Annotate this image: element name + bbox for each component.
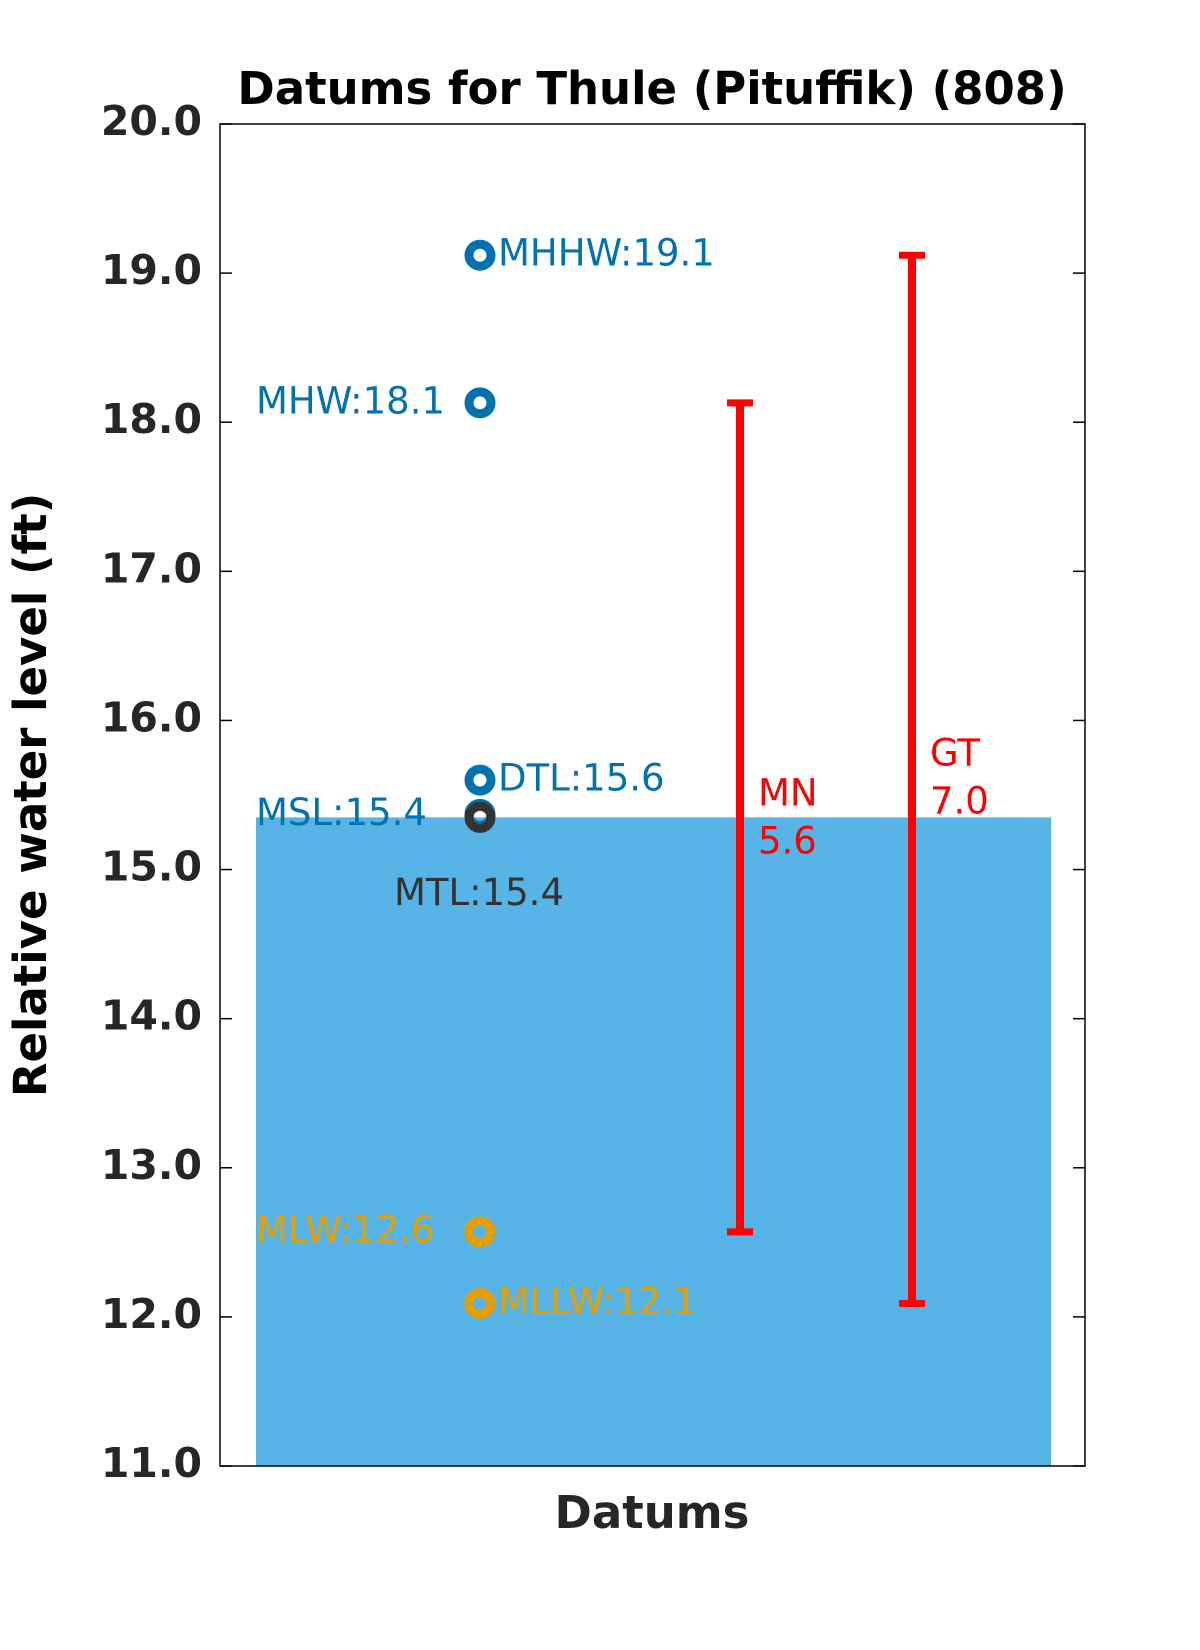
y-tick-label: 18.0 bbox=[101, 395, 202, 443]
datum-point bbox=[464, 1287, 496, 1319]
datum-label: MHW:18.1 bbox=[256, 379, 445, 422]
y-tick-label: 14.0 bbox=[101, 992, 202, 1040]
datum-point bbox=[464, 801, 496, 833]
chart-title: Datums for Thule (Pituffik) (808) bbox=[237, 62, 1066, 115]
y-tick-label: 13.0 bbox=[101, 1141, 202, 1189]
datum-label: MLLW:12.1 bbox=[498, 1280, 697, 1323]
plot-frame bbox=[219, 123, 1086, 1467]
datum-label: DTL:15.6 bbox=[498, 757, 665, 800]
y-tick-label: 20.0 bbox=[101, 97, 202, 145]
datum-label: MHHW:19.1 bbox=[498, 232, 715, 275]
x-axis-label: Datums bbox=[555, 1486, 750, 1539]
range-name: MN bbox=[758, 772, 818, 815]
datum-point bbox=[464, 1216, 496, 1248]
range-value: 5.6 bbox=[758, 820, 817, 863]
range-value: 7.0 bbox=[930, 780, 989, 823]
datum-label: MLW:12.6 bbox=[256, 1208, 434, 1251]
y-tick-label: 17.0 bbox=[101, 544, 202, 592]
y-tick-label: 16.0 bbox=[101, 693, 202, 741]
datum-point bbox=[464, 239, 496, 271]
range-name: GT bbox=[930, 732, 980, 775]
datum-label: MTL:15.4 bbox=[394, 871, 564, 914]
y-tick-label: 15.0 bbox=[101, 843, 202, 891]
datum-point bbox=[464, 764, 496, 796]
y-axis-label: Relative water level (ft) bbox=[4, 493, 57, 1097]
datum-label: MSL:15.4 bbox=[256, 791, 427, 834]
datum-point bbox=[464, 387, 496, 419]
bar bbox=[256, 817, 1051, 1466]
y-tick-label: 12.0 bbox=[101, 1290, 202, 1338]
y-tick-label: 11.0 bbox=[101, 1439, 202, 1487]
y-tick-label: 19.0 bbox=[101, 246, 202, 294]
